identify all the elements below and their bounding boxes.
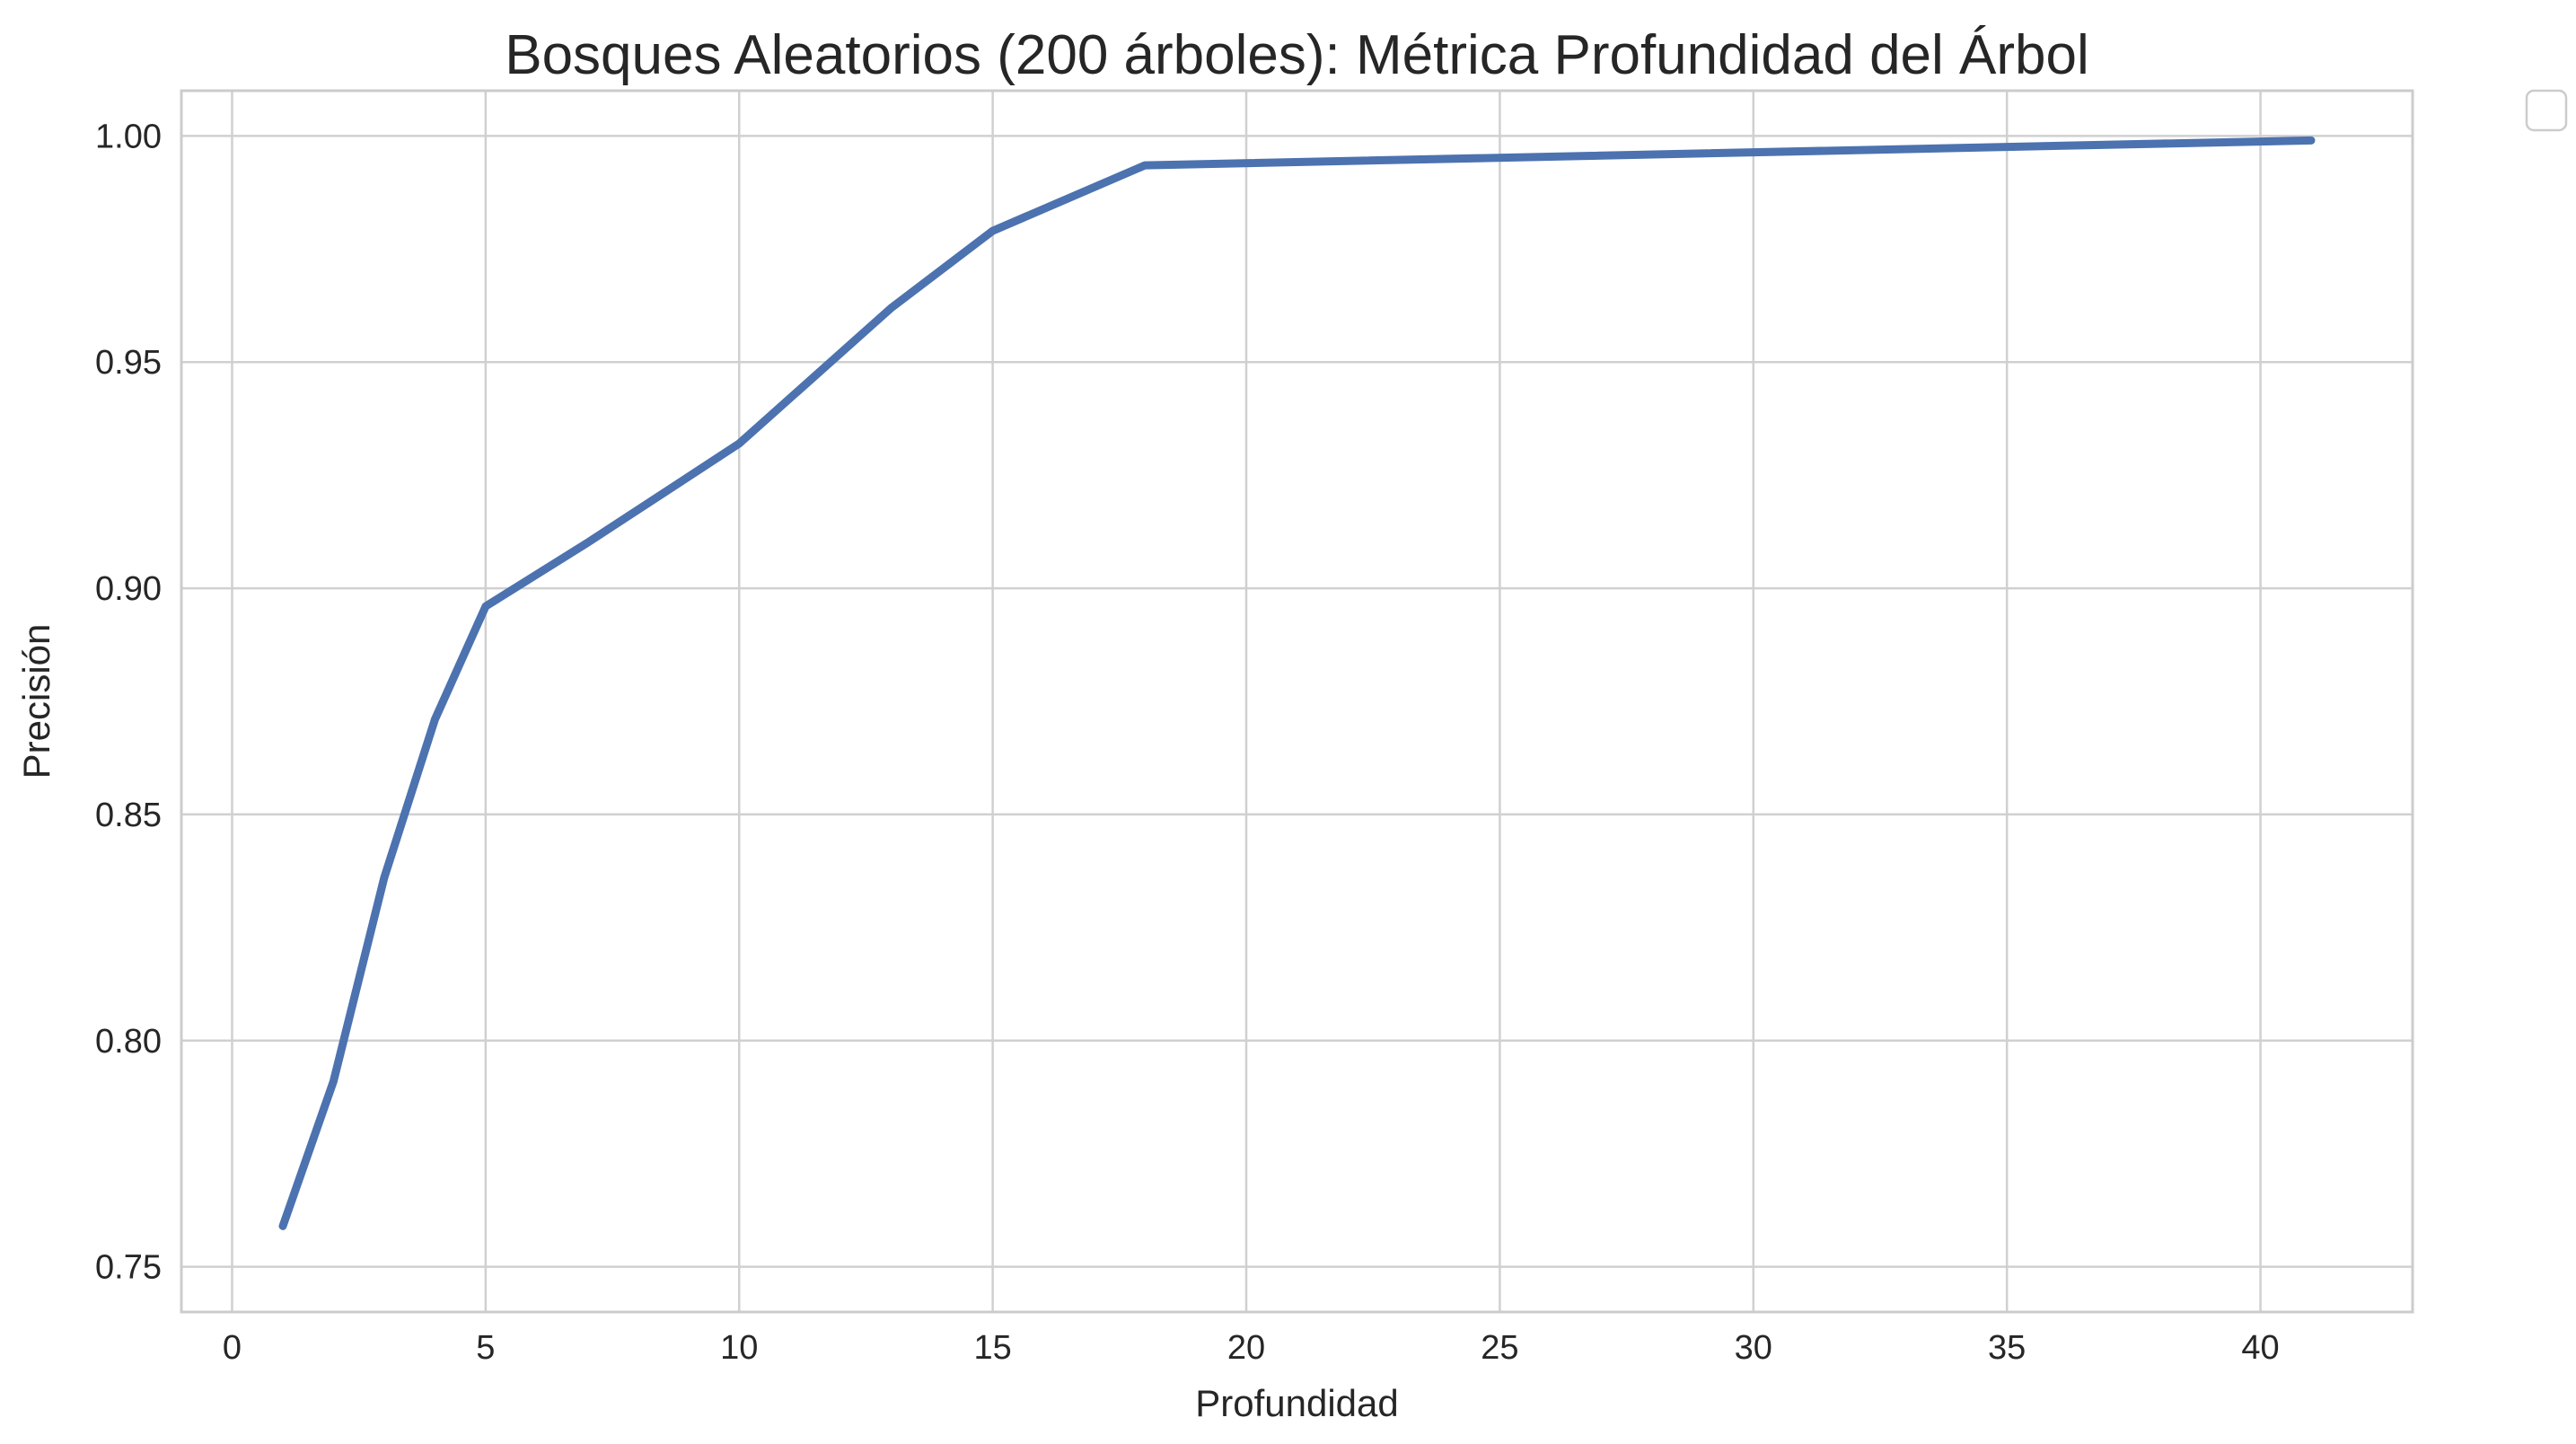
y-tick-label: 0.75 <box>95 1249 162 1287</box>
x-tick-label: 35 <box>1988 1329 2026 1367</box>
x-tick-label: 5 <box>476 1329 495 1367</box>
grid-layer <box>181 91 2413 1312</box>
x-tick-label: 30 <box>1735 1329 1772 1367</box>
x-tick-label: 25 <box>1481 1329 1518 1367</box>
x-tick-label: 40 <box>2241 1329 2279 1367</box>
y-tick-label: 1.00 <box>95 118 162 155</box>
series-line <box>278 136 2316 1230</box>
y-tick-label: 0.85 <box>95 797 162 834</box>
legend-box <box>2525 89 2568 132</box>
y-tick-label: 0.80 <box>95 1023 162 1061</box>
series-layer <box>278 136 2316 1230</box>
y-tick-label: 0.95 <box>95 344 162 382</box>
chart-title: Bosques Aleatorios (200 árboles): Métric… <box>505 24 2089 86</box>
plot-frame <box>180 89 2414 1314</box>
x-axis-label: Profundidad <box>1195 1382 1399 1424</box>
y-tick-label: 0.90 <box>95 570 162 608</box>
x-tick-label: 10 <box>720 1329 758 1367</box>
x-tick-label: 0 <box>223 1329 242 1367</box>
y-axis-label: Precisión <box>15 624 57 779</box>
x-tick-label: 20 <box>1227 1329 1265 1367</box>
x-tick-label: 15 <box>973 1329 1011 1367</box>
tick-labels: 0 5 10 15 20 25 30 35 40 0.75 0.80 0.85 0.90 0.95 1.00 <box>95 118 2280 1367</box>
